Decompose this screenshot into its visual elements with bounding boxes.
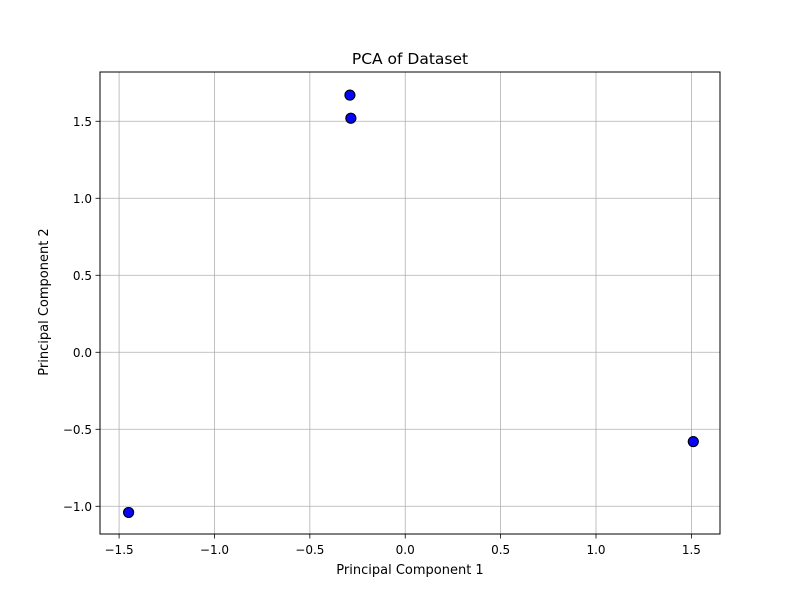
grid: [100, 72, 720, 534]
x-tick-label: 0.5: [491, 543, 510, 557]
axes: −1.5 −1.0 −0.5 0.0 0.5 1.0 1.5 −1.0 −0.5 0.0 0.5 1.…: [63, 71, 721, 557]
y-tick-label: −1.0: [63, 500, 92, 514]
y-tick-label: 1.5: [73, 115, 92, 129]
chart-title: PCA of Dataset: [352, 50, 468, 68]
x-tick-label: −1.0: [200, 543, 229, 557]
x-tick-label: 0.0: [396, 543, 415, 557]
plot-frame: [99, 71, 721, 535]
x-tick-label: −1.5: [105, 543, 134, 557]
y-tick-label: 0.0: [73, 346, 92, 360]
data-point: [123, 506, 135, 518]
x-tick-label: −0.5: [295, 543, 324, 557]
data-point: [687, 436, 699, 448]
x-axis-label: Principal Component 1: [336, 563, 483, 578]
y-tick-label: 0.5: [73, 269, 92, 283]
data-point: [344, 89, 356, 101]
y-tick-label: −0.5: [63, 423, 92, 437]
data-point: [345, 112, 357, 124]
x-tick-label: 1.0: [586, 543, 605, 557]
data-points: [123, 89, 699, 518]
x-tick-label: 1.5: [682, 543, 701, 557]
y-tick-label: 1.0: [73, 192, 92, 206]
y-axis-label: Principal Component 2: [37, 228, 52, 375]
